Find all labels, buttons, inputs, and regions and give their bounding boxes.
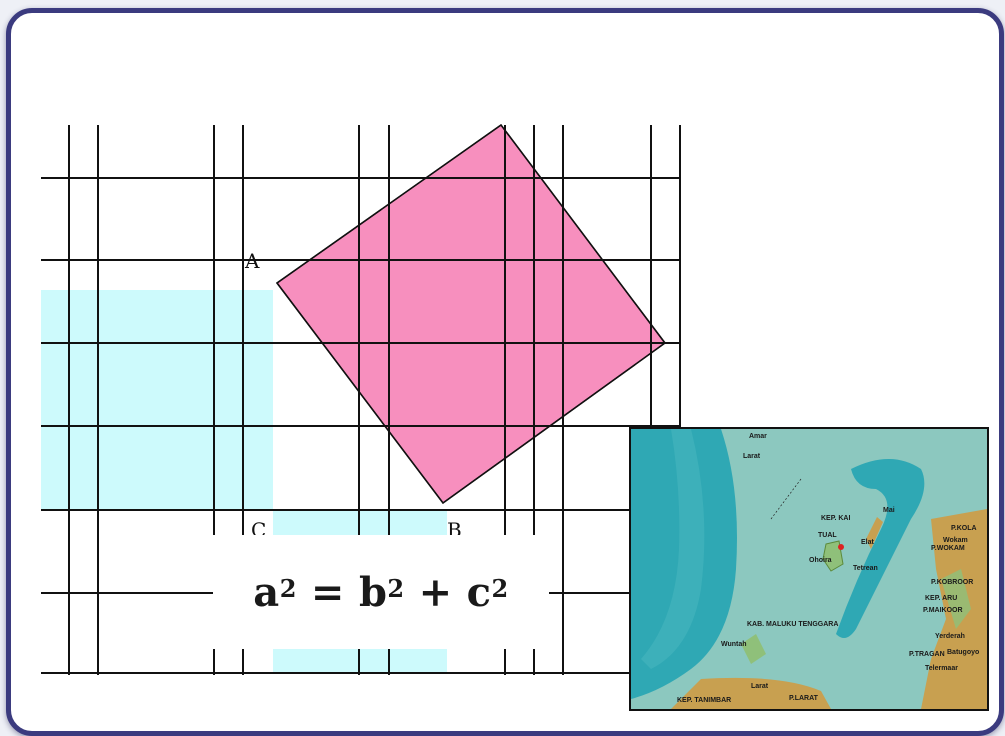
map-label-kab: KAB. MALUKU TENGGARA [747,621,839,628]
formula-a: a [253,568,280,616]
map-label-yerderah: Yerderah [935,633,965,640]
map-label-p-larat: P.LARAT [789,695,818,702]
map-island-south [741,634,766,664]
hypotenuse-square-outline [275,123,667,505]
map-label-kep-tanimbar: KEP. TANIMBAR [677,697,732,704]
formula-b: b [358,568,388,616]
map-label-wuntah: Wuntah [721,641,747,648]
map-label-p-maikoor: P.MAIKOOR [923,607,963,614]
map-island-kai [866,517,883,549]
map-label-p-kola: P.KOLA [951,525,977,532]
map-label-p-wokam: P.WOKAM [931,545,965,552]
map-label-kep-kai: KEP. KAI [821,515,851,522]
map-label-wokam: Wokam [943,537,968,544]
formula-exp-b: 2 [387,573,405,603]
map-deep-sea-ridge [641,429,705,669]
grid-horizontal-lines [41,177,680,674]
formula-exp-c: 2 [491,573,509,603]
map-label-amar: Amar [749,433,767,440]
map-deep-trench [836,459,925,638]
map-label-kep-aru: KEP. ARU [925,595,958,602]
map-inset: Amar Larat KEP. KAI Mai TUAL Elat Ohoira… [629,427,989,711]
map-label-elat: Elat [861,539,874,546]
map-tanimbar [671,677,831,709]
formula-c: c [466,568,492,616]
map-label-larat-top: Larat [743,453,761,460]
map-label-mai: Mai [883,507,895,514]
point-label-a: A [245,249,260,273]
map-label-tual: TUAL [818,532,837,539]
map-label-tetrean: Tetrean [853,565,878,572]
map-aru-green [941,569,971,629]
map-drawing [631,429,987,709]
map-label-telermaar: Telermaar [925,665,958,672]
leg-square-left [41,290,273,510]
hypotenuse-square [275,123,667,505]
map-island-tual [822,540,844,572]
formula-plus: + [418,568,453,616]
map-label-p-kobroor: P.KOBROOR [931,579,974,586]
map-boundary [770,478,802,520]
map-label-ohoira: Ohoira [809,557,832,564]
map-city-marker [838,544,844,550]
map-label-larat-bottom: Larat [751,683,769,690]
formula-equals: = [310,568,345,616]
map-label-p-tragan: P.TRAGAN [909,651,945,658]
formula-exp-a: 2 [279,573,297,603]
map-label-batugoyo: Batugoyo [947,649,980,656]
